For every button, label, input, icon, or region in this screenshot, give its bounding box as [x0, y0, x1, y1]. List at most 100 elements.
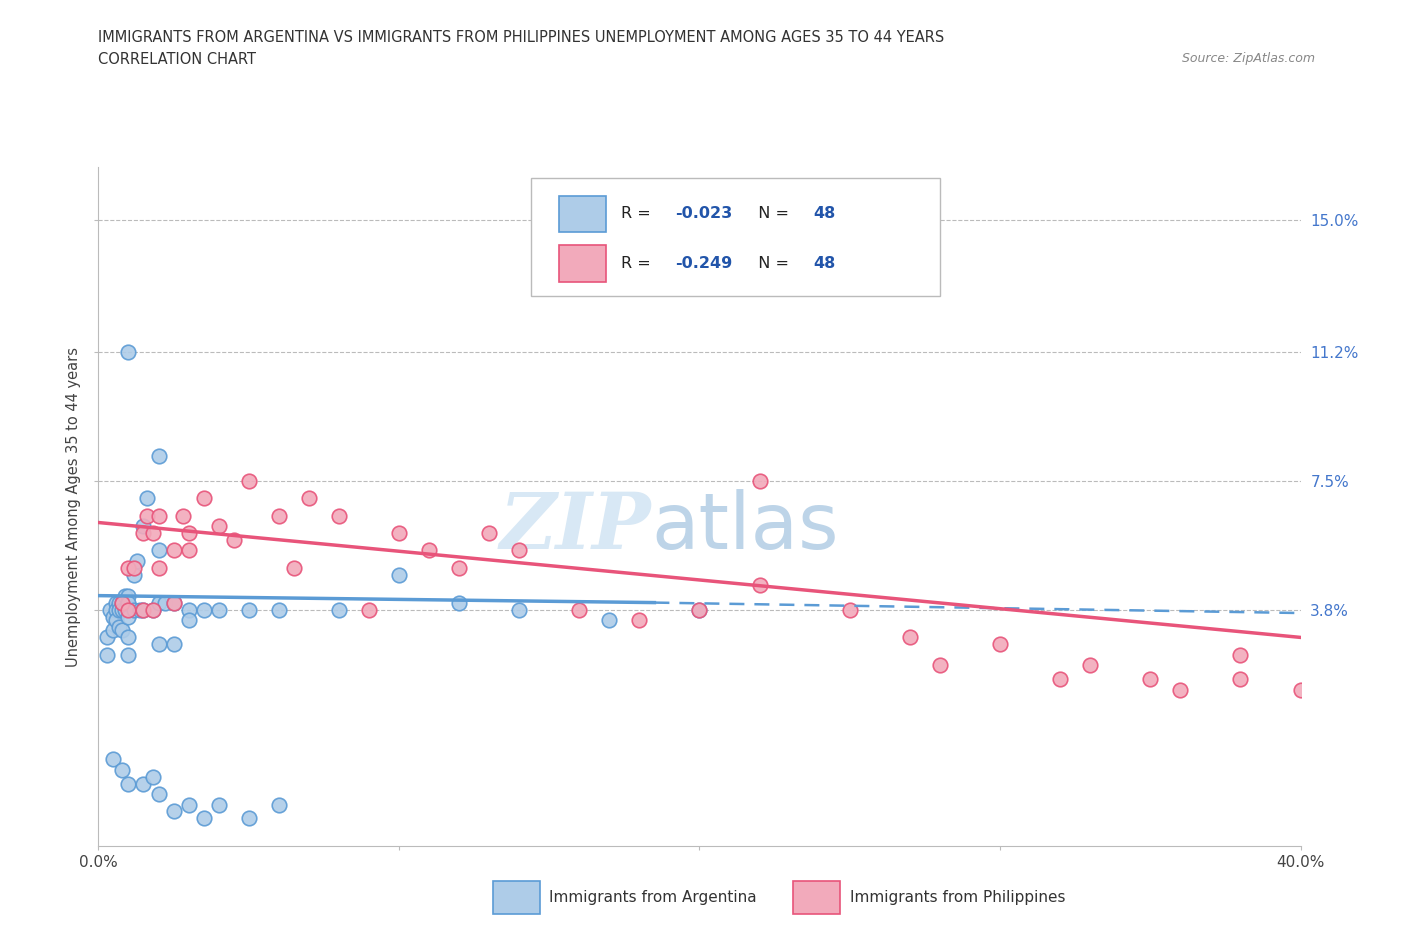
- Point: [177, 602, 200, 617]
- Point: [988, 637, 1011, 652]
- Point: [1139, 671, 1161, 686]
- Point: [568, 602, 591, 617]
- Point: [148, 508, 170, 523]
- Point: [103, 751, 125, 766]
- Point: [193, 602, 215, 617]
- Point: [388, 567, 411, 582]
- Point: [1049, 671, 1071, 686]
- Point: [117, 777, 139, 791]
- Point: [238, 811, 260, 826]
- Point: [124, 567, 146, 582]
- Point: [508, 543, 530, 558]
- Text: Immigrants from Argentina: Immigrants from Argentina: [550, 890, 756, 905]
- Point: [1229, 671, 1251, 686]
- Point: [111, 595, 134, 610]
- Point: [124, 561, 146, 576]
- Point: [689, 602, 711, 617]
- Point: [148, 595, 170, 610]
- Point: [508, 602, 530, 617]
- Point: [117, 561, 139, 576]
- Point: [177, 525, 200, 540]
- Point: [222, 533, 245, 548]
- Point: [103, 609, 125, 624]
- Point: [447, 595, 470, 610]
- Text: 48: 48: [814, 256, 837, 271]
- Point: [162, 595, 184, 610]
- Point: [208, 519, 231, 534]
- Point: [418, 543, 440, 558]
- Y-axis label: Unemployment Among Ages 35 to 44 years: Unemployment Among Ages 35 to 44 years: [66, 347, 82, 667]
- Point: [141, 602, 163, 617]
- Point: [689, 602, 711, 617]
- Point: [177, 797, 200, 812]
- Point: [162, 804, 184, 819]
- Point: [117, 595, 139, 610]
- Point: [898, 630, 921, 644]
- Point: [117, 588, 139, 603]
- Point: [838, 602, 860, 617]
- Text: -0.249: -0.249: [675, 256, 733, 271]
- Point: [153, 595, 176, 610]
- Point: [114, 602, 136, 617]
- Point: [105, 595, 128, 610]
- Point: [132, 602, 155, 617]
- Point: [148, 637, 170, 652]
- Point: [172, 508, 194, 523]
- Point: [108, 595, 131, 610]
- Point: [132, 519, 155, 534]
- Point: [127, 553, 149, 568]
- Point: [117, 344, 139, 359]
- Point: [162, 543, 184, 558]
- Point: [141, 525, 163, 540]
- Point: [148, 787, 170, 802]
- FancyBboxPatch shape: [531, 178, 939, 297]
- Point: [132, 777, 155, 791]
- Point: [357, 602, 380, 617]
- Text: atlas: atlas: [651, 489, 839, 565]
- Point: [177, 613, 200, 628]
- Point: [267, 508, 290, 523]
- Text: R =: R =: [621, 206, 657, 221]
- Point: [148, 543, 170, 558]
- Point: [96, 630, 118, 644]
- Point: [132, 525, 155, 540]
- Text: N =: N =: [748, 206, 794, 221]
- Point: [117, 602, 139, 617]
- Text: ZIP: ZIP: [499, 489, 651, 565]
- Point: [141, 769, 163, 784]
- Point: [96, 647, 118, 662]
- Point: [298, 491, 321, 506]
- Point: [141, 602, 163, 617]
- Point: [108, 619, 131, 634]
- Text: -0.023: -0.023: [675, 206, 733, 221]
- Point: [1170, 683, 1192, 698]
- Text: 48: 48: [814, 206, 837, 221]
- Text: N =: N =: [748, 256, 794, 271]
- Point: [208, 797, 231, 812]
- Point: [117, 630, 139, 644]
- Point: [111, 602, 134, 617]
- Point: [1289, 683, 1312, 698]
- Point: [1229, 647, 1251, 662]
- Point: [124, 602, 146, 617]
- Point: [148, 449, 170, 464]
- Point: [238, 473, 260, 488]
- Point: [598, 613, 620, 628]
- Point: [328, 602, 350, 617]
- Point: [105, 613, 128, 628]
- Point: [748, 578, 770, 592]
- Point: [111, 623, 134, 638]
- Point: [111, 595, 134, 610]
- Point: [162, 637, 184, 652]
- Text: R =: R =: [621, 256, 657, 271]
- Point: [100, 602, 122, 617]
- Point: [103, 623, 125, 638]
- Point: [1078, 658, 1101, 672]
- Text: Immigrants from Philippines: Immigrants from Philippines: [849, 890, 1066, 905]
- Point: [177, 543, 200, 558]
- Point: [929, 658, 952, 672]
- Point: [193, 811, 215, 826]
- Point: [117, 647, 139, 662]
- Point: [267, 797, 290, 812]
- Point: [132, 602, 155, 617]
